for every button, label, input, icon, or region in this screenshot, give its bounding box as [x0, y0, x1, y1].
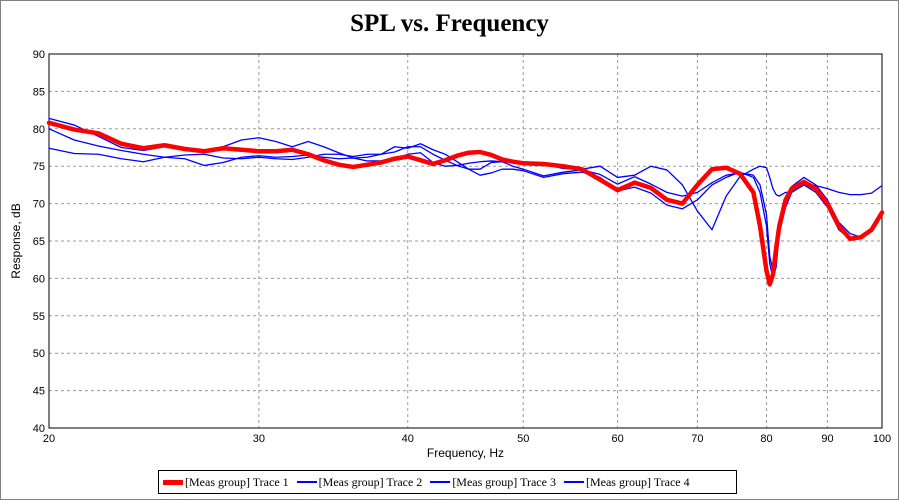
legend-swatch	[296, 481, 317, 483]
legend-item: [Meas group] Trace 4	[563, 474, 690, 490]
x-tick-label: 40	[402, 433, 414, 445]
x-axis-label: Frequency, Hz	[427, 446, 504, 460]
plot-border	[48, 53, 883, 429]
y-tick-label: 45	[33, 386, 45, 398]
y-tick-label: 80	[33, 124, 45, 136]
legend-item: [Meas group] Trace 2	[296, 474, 423, 490]
x-tick-label: 90	[821, 433, 833, 445]
legend-label: [Meas group] Trace 4	[585, 474, 690, 489]
legend-label: [Meas group] Trace 1	[185, 474, 289, 489]
x-tick-label: 30	[253, 433, 265, 445]
legend-item: [Meas group] Trace 3	[430, 475, 556, 490]
y-axis-label: Response, dB	[9, 203, 23, 278]
legend-label: [Meas group] Trace 2	[318, 474, 423, 489]
chart-title: SPL vs. Frequency	[350, 10, 549, 37]
legend: [Meas group] Trace 1 [Meas group] Trace 2…	[158, 470, 737, 494]
y-tick-label: 50	[33, 348, 45, 360]
y-tick-label: 75	[33, 161, 45, 173]
legend-item: [Meas group] Trace 1	[163, 475, 289, 490]
x-tick-label: 50	[517, 433, 529, 445]
x-tick-label: 20	[43, 433, 55, 445]
y-tick-label: 40	[33, 423, 45, 435]
y-tick-label: 85	[33, 86, 45, 98]
y-tick-label: 60	[33, 273, 45, 285]
legend-label: [Meas group] Trace 3	[452, 474, 556, 489]
x-tick-label: 100	[873, 433, 891, 445]
y-tick-label: 90	[33, 49, 45, 61]
y-tick-label: 55	[33, 311, 45, 323]
x-tick-label: 70	[691, 433, 703, 445]
legend-swatch	[563, 481, 584, 483]
series-line-1	[46, 120, 885, 287]
legend-swatch	[163, 479, 183, 485]
legend-swatch	[430, 481, 451, 483]
plot-area: 20 30 40 50 60 70 80 90 100 40 45 50 55 60 65 70 75 80 85 9…	[9, 49, 891, 460]
x-tick-label: 60	[611, 433, 623, 445]
y-tick-label: 70	[33, 199, 45, 211]
y-tick-label: 65	[33, 236, 45, 248]
x-tick-label: 80	[760, 433, 772, 445]
